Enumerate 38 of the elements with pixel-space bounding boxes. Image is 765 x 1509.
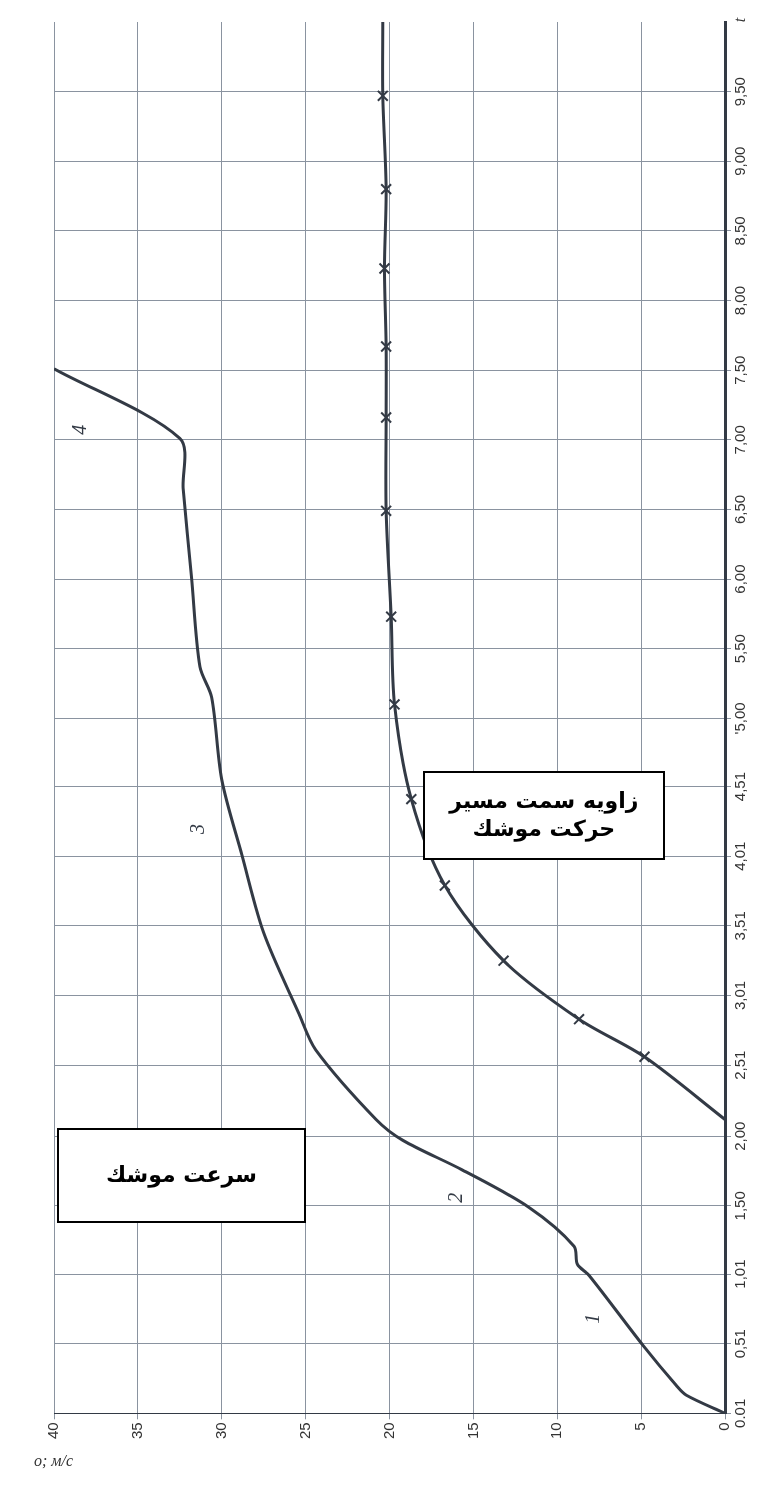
x-tick-label: 5 — [631, 1422, 649, 1431]
x-tick-label: 30 — [211, 1422, 229, 1439]
y-tick-label: '5,00 — [731, 702, 749, 735]
annotation: 2 — [443, 1192, 466, 1203]
series-label: زاویه سمت مسیر حرکت موشك — [447, 787, 640, 844]
y-tick-label: 6,00 — [731, 564, 749, 594]
y-tick-label: 7,00 — [731, 425, 749, 455]
y-tick-label: 4,01 — [731, 841, 749, 871]
y-tick-label: 5,50 — [731, 634, 749, 664]
annotation: 1 — [581, 1313, 604, 1324]
y-tick-label: 4,51 — [731, 772, 749, 802]
label-box: زاویه سمت مسیر حرکت موشك — [423, 770, 665, 860]
y-tick-label: 2,51 — [731, 1050, 749, 1080]
x-tick-label: 15 — [463, 1422, 481, 1439]
y-tick-label: 9,00 — [731, 146, 749, 176]
x-tick-label: 35 — [128, 1422, 146, 1439]
x-tick-label: 10 — [547, 1422, 565, 1439]
label-box: سرعت موشك — [57, 1128, 306, 1223]
y-tick-label: 9,50 — [731, 77, 749, 107]
y-tick-label: 1,50 — [731, 1191, 749, 1221]
y-tick-label: 1,01 — [731, 1259, 749, 1289]
x-tick-label: 25 — [295, 1422, 313, 1439]
y-tick-label: 0,51 — [731, 1329, 749, 1359]
y-axis-title: t — [731, 17, 749, 23]
y-tick-label: 3,01 — [731, 980, 749, 1011]
y-tick-label: 8,00 — [731, 285, 749, 316]
y-tick-label: 2,00 — [731, 1121, 749, 1151]
y-tick-label: 8,50 — [731, 216, 749, 246]
y-tick-label: 3,51 — [731, 911, 749, 941]
x-tick-label: 0 — [715, 1422, 733, 1431]
y-tick-label: 0.01 — [731, 1398, 749, 1428]
x-tick-label: 40 — [44, 1422, 62, 1439]
y-tick-label: 6,50 — [731, 494, 749, 525]
y-tick-label: 7,50 — [731, 355, 749, 385]
x-axis-title: o; м/с — [34, 1451, 74, 1469]
x-tick-label: 20 — [379, 1422, 397, 1439]
annotation: 3 — [185, 823, 208, 835]
annotation: 4 — [68, 424, 91, 435]
